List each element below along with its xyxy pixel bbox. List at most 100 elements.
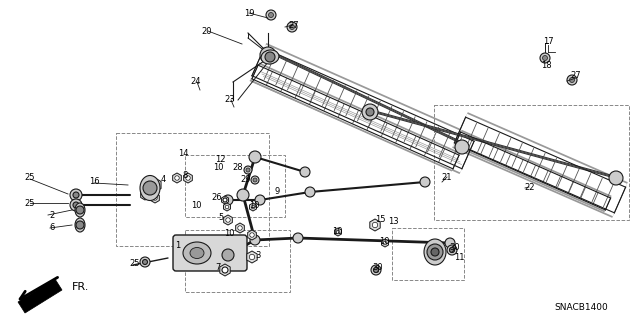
- Polygon shape: [381, 239, 388, 247]
- Polygon shape: [250, 203, 257, 211]
- Text: SNACB1400: SNACB1400: [554, 302, 608, 311]
- Polygon shape: [223, 203, 230, 211]
- Text: 2: 2: [49, 211, 54, 219]
- Circle shape: [251, 205, 255, 209]
- Text: 7: 7: [215, 263, 221, 272]
- Circle shape: [244, 166, 252, 174]
- Circle shape: [543, 56, 547, 61]
- Text: FR.: FR.: [72, 282, 90, 292]
- Circle shape: [76, 221, 84, 229]
- Ellipse shape: [190, 248, 204, 258]
- Text: 10: 10: [379, 238, 389, 247]
- Circle shape: [153, 196, 157, 200]
- Circle shape: [140, 257, 150, 267]
- Text: 16: 16: [89, 177, 99, 187]
- Ellipse shape: [261, 50, 279, 64]
- Circle shape: [431, 248, 439, 256]
- Circle shape: [609, 171, 623, 185]
- Circle shape: [223, 195, 233, 205]
- Circle shape: [540, 53, 550, 63]
- Circle shape: [222, 267, 228, 273]
- Ellipse shape: [183, 242, 211, 264]
- Ellipse shape: [75, 218, 85, 232]
- Text: 5: 5: [218, 212, 223, 221]
- Circle shape: [374, 268, 378, 272]
- Text: 26: 26: [212, 194, 222, 203]
- Text: 23: 23: [225, 94, 236, 103]
- Text: 6: 6: [49, 224, 54, 233]
- Text: 10: 10: [191, 201, 201, 210]
- Text: 15: 15: [375, 214, 385, 224]
- Text: 10: 10: [224, 229, 234, 239]
- Circle shape: [70, 199, 82, 211]
- Text: 20: 20: [202, 26, 212, 35]
- Polygon shape: [173, 173, 181, 183]
- Circle shape: [266, 10, 276, 20]
- Circle shape: [305, 187, 315, 197]
- Circle shape: [447, 245, 457, 255]
- Circle shape: [76, 206, 84, 214]
- Text: 12: 12: [215, 155, 225, 165]
- Circle shape: [250, 233, 254, 237]
- Circle shape: [73, 192, 79, 198]
- Polygon shape: [335, 228, 342, 236]
- Circle shape: [567, 75, 577, 85]
- Circle shape: [264, 51, 272, 59]
- Circle shape: [186, 176, 190, 180]
- Circle shape: [366, 108, 374, 116]
- Circle shape: [250, 254, 255, 260]
- Circle shape: [269, 12, 273, 18]
- Circle shape: [449, 248, 454, 253]
- Bar: [392, 228, 464, 280]
- Ellipse shape: [140, 175, 160, 201]
- Circle shape: [225, 205, 229, 209]
- Circle shape: [70, 189, 82, 201]
- Text: 30: 30: [372, 263, 383, 271]
- FancyBboxPatch shape: [173, 235, 247, 271]
- Polygon shape: [221, 196, 228, 204]
- Circle shape: [226, 218, 230, 222]
- Polygon shape: [220, 264, 230, 276]
- Bar: [185, 155, 285, 217]
- Polygon shape: [141, 190, 149, 200]
- Text: 24: 24: [191, 77, 201, 85]
- Circle shape: [362, 104, 378, 120]
- Text: 10: 10: [249, 201, 259, 210]
- Circle shape: [143, 193, 147, 197]
- Text: 10: 10: [212, 164, 223, 173]
- Circle shape: [175, 176, 179, 180]
- Circle shape: [455, 140, 469, 154]
- Polygon shape: [236, 223, 244, 233]
- Polygon shape: [184, 173, 193, 183]
- Bar: [434, 105, 629, 220]
- Circle shape: [449, 248, 454, 253]
- Circle shape: [265, 52, 275, 62]
- Polygon shape: [150, 193, 159, 203]
- Circle shape: [372, 222, 378, 228]
- Polygon shape: [149, 178, 161, 192]
- Circle shape: [223, 198, 227, 202]
- Circle shape: [246, 168, 250, 172]
- Text: 30: 30: [450, 242, 460, 251]
- Circle shape: [143, 259, 147, 264]
- Text: 27: 27: [571, 71, 581, 80]
- Text: 1: 1: [175, 241, 180, 249]
- Text: 13: 13: [388, 218, 398, 226]
- Circle shape: [289, 25, 294, 29]
- Circle shape: [223, 198, 227, 202]
- Circle shape: [255, 195, 265, 205]
- Circle shape: [260, 47, 276, 63]
- Circle shape: [222, 267, 228, 273]
- Text: 8: 8: [182, 170, 188, 180]
- Polygon shape: [248, 230, 257, 240]
- Circle shape: [336, 230, 340, 234]
- Text: 10: 10: [332, 227, 342, 236]
- Text: 18: 18: [541, 61, 551, 70]
- Circle shape: [427, 244, 443, 260]
- Circle shape: [222, 249, 234, 261]
- Bar: [116, 133, 269, 246]
- Circle shape: [237, 189, 249, 201]
- Text: 17: 17: [543, 38, 554, 47]
- Polygon shape: [370, 219, 380, 231]
- Circle shape: [237, 226, 243, 230]
